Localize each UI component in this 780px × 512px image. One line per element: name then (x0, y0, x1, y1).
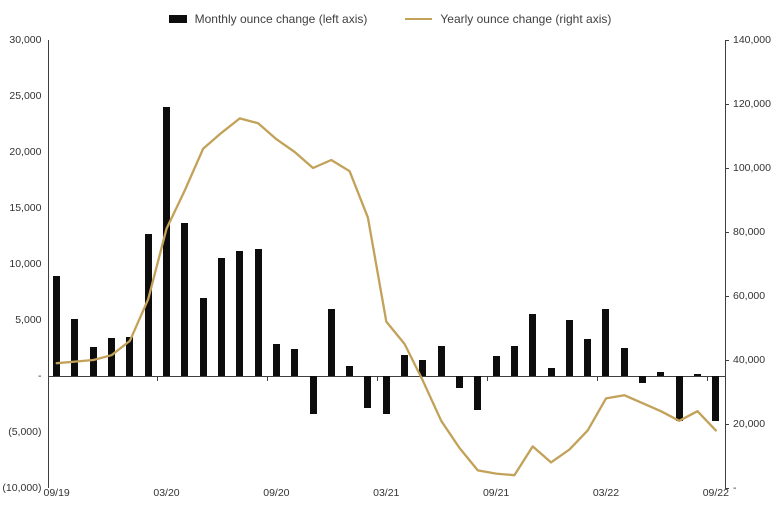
bar-monthly (309, 376, 317, 415)
legend-monthly-label: Monthly ounce change (left axis) (194, 12, 368, 26)
bar-monthly (492, 355, 500, 376)
left-axis-tick-label: - (38, 370, 42, 382)
bar-monthly (71, 318, 79, 376)
right-axis-tick (725, 40, 729, 41)
bar-monthly (401, 354, 409, 376)
bar-monthly (437, 345, 445, 376)
bar-monthly (510, 345, 518, 376)
x-axis-label: 03/22 (592, 487, 620, 499)
bar-monthly (639, 376, 647, 383)
bar-monthly (199, 297, 207, 376)
yearly-line-path (55, 117, 717, 477)
bar-monthly (584, 339, 592, 376)
right-axis-tick-label: 20,000 (733, 418, 766, 430)
bar-monthly (657, 371, 665, 376)
bar-monthly (419, 360, 427, 376)
left-axis-tick-label: 5,000 (15, 314, 42, 326)
left-axis-line (47, 40, 49, 488)
right-axis-tick-label: 80,000 (733, 226, 766, 238)
x-axis-tick (486, 376, 488, 381)
right-axis-tick-label: 40,000 (733, 354, 766, 366)
bar-monthly (126, 336, 134, 376)
bar-monthly (346, 365, 354, 376)
x-axis-label: 03/21 (373, 487, 400, 499)
left-axis-tick-label: 15,000 (9, 202, 42, 214)
right-axis-tick (725, 360, 729, 361)
bar-monthly (144, 233, 152, 376)
legend: Monthly ounce change (left axis) Yearly … (0, 8, 780, 30)
legend-yearly-label: Yearly ounce change (right axis) (440, 12, 612, 26)
right-axis-tick-label: - (733, 482, 737, 494)
bar-monthly (529, 314, 537, 376)
right-axis-tick (725, 104, 729, 105)
bar-monthly (53, 276, 61, 376)
x-axis-tick (377, 376, 379, 381)
bar-monthly (89, 346, 97, 376)
left-axis-tick-label: (10,000) (2, 482, 42, 494)
left-axis-tick-label: 30,000 (9, 34, 42, 46)
bar-monthly (712, 376, 720, 421)
bar-monthly (163, 107, 171, 376)
left-axis-tick-label: 20,000 (9, 146, 42, 158)
right-axis-tick (725, 232, 729, 233)
left-axis-tick-label: 10,000 (9, 258, 42, 270)
bar-monthly (382, 376, 390, 415)
right-axis-tick-label: 140,000 (733, 34, 771, 46)
right-axis-tick (725, 168, 729, 169)
bar-monthly (364, 376, 372, 409)
bar-monthly (547, 368, 555, 376)
legend-item-yearly: Yearly ounce change (right axis) (405, 12, 611, 26)
bar-monthly (565, 320, 573, 376)
x-axis-label: 09/19 (43, 487, 70, 499)
right-axis-tick (725, 424, 729, 425)
x-axis-tick (157, 376, 159, 381)
bar-monthly (217, 258, 225, 376)
bar-monthly (327, 308, 335, 376)
right-axis-line (725, 40, 726, 488)
monthly-bar-swatch-icon (168, 15, 187, 23)
bar-monthly (602, 308, 610, 376)
bar-monthly (108, 337, 116, 376)
x-axis-label: 09/20 (263, 487, 290, 499)
bar-monthly (272, 343, 280, 376)
legend-item-monthly: Monthly ounce change (left axis) (168, 12, 368, 26)
bar-monthly (181, 222, 189, 376)
left-axis-tick-label: 25,000 (9, 90, 42, 102)
x-axis-label: 03/20 (153, 487, 180, 499)
right-axis-tick-label: 60,000 (733, 290, 766, 302)
bar-monthly (474, 376, 482, 410)
bar-monthly (291, 349, 299, 376)
bar-monthly (620, 348, 628, 376)
bar-monthly (675, 376, 683, 421)
right-axis-tick (725, 296, 729, 297)
left-axis-tick-label: (5,000) (8, 426, 42, 438)
right-axis-tick-label: 120,000 (733, 98, 771, 110)
x-axis-label: 09/21 (482, 487, 510, 499)
bar-monthly (694, 373, 702, 376)
x-axis-tick (596, 376, 598, 381)
right-axis-tick (725, 488, 729, 489)
right-axis-tick-label: 100,000 (733, 162, 771, 174)
x-axis-tick (267, 376, 269, 381)
bar-monthly (254, 249, 262, 376)
x-axis-tick (706, 376, 708, 381)
bar-monthly (455, 376, 463, 389)
x-axis-label: 09/22 (702, 487, 729, 499)
bar-monthly (236, 250, 244, 376)
yearly-line-swatch-icon (405, 17, 433, 21)
